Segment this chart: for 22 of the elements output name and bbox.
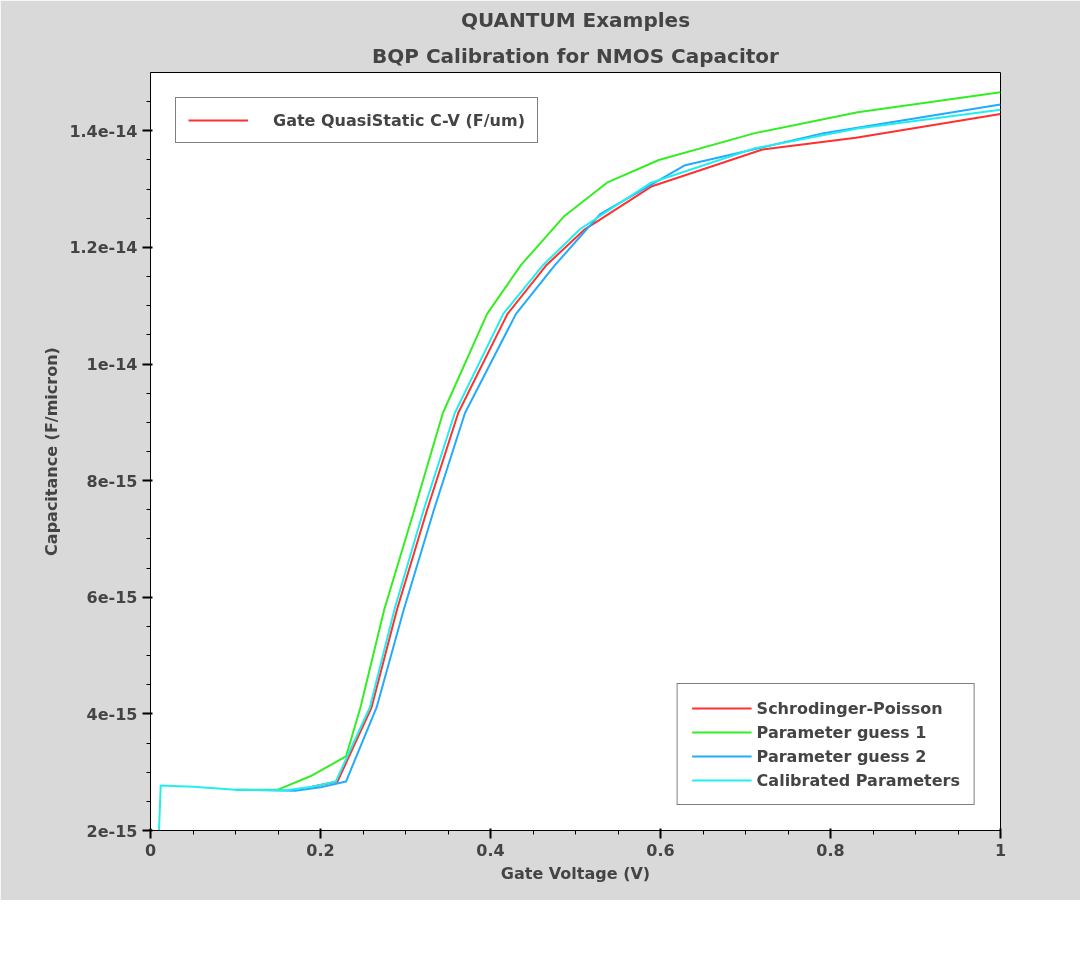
legend-label: Calibrated Parameters: [756, 770, 960, 790]
chart-title: QUANTUM Examples: [460, 7, 691, 32]
legend-label: Parameter guess 2: [756, 746, 927, 766]
x-tick-label: 1: [994, 840, 1007, 860]
y-tick-label: 8e-15: [86, 471, 138, 491]
x-tick-label: 0: [144, 840, 157, 860]
y-tick-label: 1e-14: [86, 355, 138, 375]
y-axis-title: Capacitance (F/micron): [42, 347, 62, 556]
y-tick-label: 4e-15: [86, 704, 138, 724]
legend-label: Parameter guess 1: [756, 722, 927, 742]
y-tick-label: 1.2e-14: [69, 238, 138, 258]
x-axis-title: Gate Voltage (V): [500, 863, 651, 883]
legend-label: Schrodinger-Poisson: [756, 698, 943, 718]
y-tick-label: 6e-15: [86, 588, 138, 608]
y-tick-label: 2e-15: [86, 821, 138, 841]
x-tick-label: 0.6: [646, 840, 675, 860]
annotation: Gate QuasiStatic C-V (F/um): [273, 110, 525, 130]
y-tick-label: 1.4e-14: [69, 121, 138, 141]
chart-subtitle: BQP Calibration for NMOS Capacitor: [372, 43, 780, 68]
x-tick-label: 0.2: [306, 840, 335, 860]
x-tick-label: 0.4: [476, 840, 505, 860]
x-tick-label: 0.8: [816, 840, 845, 860]
